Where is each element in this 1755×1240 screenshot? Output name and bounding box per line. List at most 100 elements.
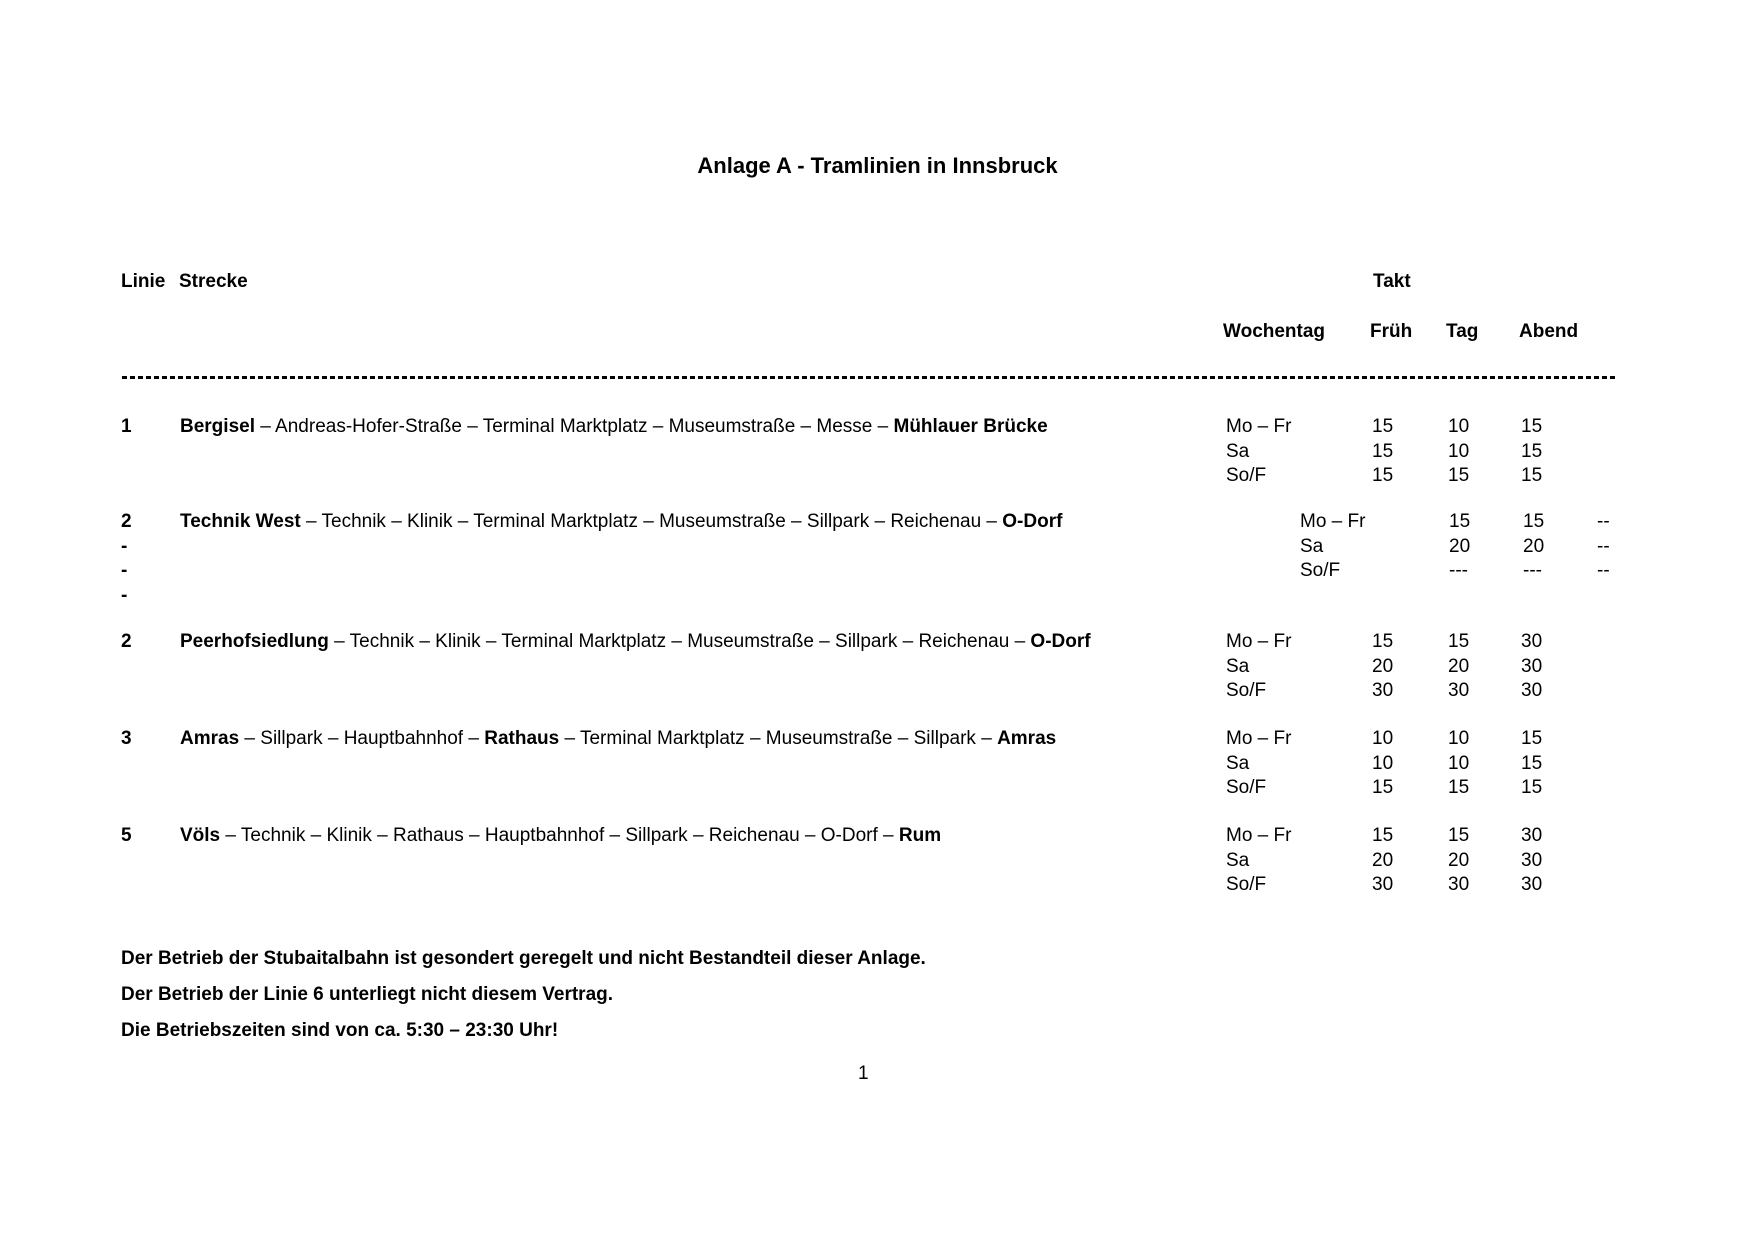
schedule-value: 15 (1448, 825, 1470, 846)
strecke-segment: – Andreas-Hofer-Straße – Terminal Marktp… (254, 416, 894, 437)
schedule-value: 15 (1448, 777, 1470, 798)
schedule-value: 15 (1372, 465, 1394, 486)
linie-dash: - (121, 536, 128, 557)
schedule-value: 10 (1448, 753, 1470, 774)
strecke-segment: O-Dorf (1030, 631, 1091, 652)
schedule-day: Sa (1226, 441, 1250, 462)
schedule-day: So/F (1226, 465, 1267, 486)
dashed-separator (122, 376, 1616, 379)
strecke-segment: Amras (180, 728, 240, 749)
strecke-segment: Bergisel (180, 416, 255, 437)
note-betriebszeiten: Die Betriebszeiten sind von ca. 5:30 – 2… (121, 1020, 559, 1041)
schedule-value: 30 (1521, 874, 1543, 895)
schedule-value: 20 (1372, 850, 1394, 871)
schedule-value: 30 (1521, 631, 1543, 652)
schedule-value: 15 (1372, 416, 1394, 437)
schedule-value: 15 (1449, 511, 1471, 532)
schedule-day: So/F (1226, 680, 1267, 701)
schedule-day: Mo – Fr (1226, 728, 1292, 749)
schedule-value: 15 (1372, 441, 1394, 462)
strecke-segment: O-Dorf (1002, 511, 1063, 532)
schedule-value: 30 (1372, 680, 1394, 701)
schedule-value: 15 (1521, 728, 1543, 749)
strecke-cell: Technik West – Technik – Klinik – Termin… (180, 510, 1062, 534)
note-linie6: Der Betrieb der Linie 6 unterliegt nicht… (121, 984, 614, 1005)
linie-cell: 2 (121, 631, 132, 652)
schedule-day: Mo – Fr (1300, 511, 1366, 532)
strecke-segment: – Technik – Klinik – Rathaus – Hauptbahn… (220, 825, 899, 846)
schedule-value: 15 (1521, 416, 1543, 437)
schedule-value: 20 (1448, 656, 1470, 677)
strecke-segment: – Terminal Marktplatz – Museumstraße – S… (559, 728, 998, 749)
strecke-cell: Amras – Sillpark – Hauptbahnhof – Rathau… (180, 727, 1056, 751)
column-header-tag: Tag (1446, 321, 1479, 342)
schedule-value: 15 (1521, 777, 1543, 798)
schedule-value: 15 (1372, 825, 1394, 846)
schedule-value: 20 (1449, 536, 1471, 557)
schedule-day: Mo – Fr (1226, 416, 1292, 437)
schedule-value: 15 (1523, 511, 1545, 532)
strecke-segment: – Sillpark – Hauptbahnhof – (239, 728, 485, 749)
schedule-value: 20 (1372, 656, 1394, 677)
schedule-value: 15 (1521, 465, 1543, 486)
page-number: 1 (858, 1063, 869, 1084)
schedule-value: 20 (1448, 850, 1470, 871)
column-header-abend: Abend (1519, 321, 1579, 342)
linie-dash: - (121, 585, 128, 606)
schedule-value: 30 (1448, 680, 1470, 701)
strecke-segment: – Technik – Klinik – Terminal Marktplatz… (328, 631, 1031, 652)
strecke-segment: Amras (997, 728, 1057, 749)
note-stubaitalbahn: Der Betrieb der Stubaitalbahn ist gesond… (121, 948, 926, 969)
column-header-strecke: Strecke (179, 271, 248, 292)
schedule-value: 30 (1521, 656, 1543, 677)
schedule-value: 10 (1448, 728, 1470, 749)
schedule-day: Sa (1226, 656, 1250, 677)
strecke-cell: Völs – Technik – Klinik – Rathaus – Haup… (180, 824, 941, 848)
schedule-value: 30 (1448, 874, 1470, 895)
strecke-segment: Völs (180, 825, 221, 846)
schedule-value: 15 (1521, 753, 1543, 774)
schedule-value: 30 (1521, 680, 1543, 701)
linie-cell: 5 (121, 825, 132, 846)
linie-dash: - (121, 560, 128, 581)
schedule-day: Sa (1226, 753, 1250, 774)
schedule-value: --- (1449, 560, 1468, 581)
strecke-segment: Mühlauer Brücke (893, 416, 1048, 437)
schedule-value: 15 (1372, 631, 1394, 652)
schedule-day: Sa (1226, 850, 1250, 871)
strecke-segment: Peerhofsiedlung (180, 631, 329, 652)
schedule-value: -- (1597, 560, 1610, 581)
page-title: Anlage A - Tramlinien in Innsbruck (697, 153, 1058, 178)
column-header-takt: Takt (1373, 271, 1411, 292)
linie-cell: 2 (121, 511, 132, 532)
schedule-day: So/F (1300, 560, 1341, 581)
schedule-value: --- (1523, 560, 1542, 581)
strecke-cell: Bergisel – Andreas-Hofer-Straße – Termin… (180, 415, 1048, 439)
schedule-value: 10 (1372, 753, 1394, 774)
schedule-day: So/F (1226, 777, 1267, 798)
schedule-day: Mo – Fr (1226, 825, 1292, 846)
column-header-linie: Linie (121, 271, 166, 292)
schedule-value: 15 (1372, 777, 1394, 798)
schedule-value: 30 (1372, 874, 1394, 895)
schedule-day: Sa (1300, 536, 1324, 557)
column-header-frueh: Früh (1370, 321, 1413, 342)
schedule-value: 30 (1521, 825, 1543, 846)
schedule-day: So/F (1226, 874, 1267, 895)
schedule-value: 15 (1448, 631, 1470, 652)
column-header-wochentag: Wochentag (1223, 321, 1326, 342)
schedule-value: -- (1597, 536, 1610, 557)
linie-cell: 1 (121, 416, 132, 437)
schedule-value: 10 (1448, 416, 1470, 437)
strecke-segment: Rum (898, 825, 942, 846)
schedule-value: -- (1597, 511, 1610, 532)
strecke-segment: – Technik – Klinik – Terminal Marktplatz… (300, 511, 1003, 532)
strecke-cell: Peerhofsiedlung – Technik – Klinik – Ter… (180, 630, 1091, 654)
schedule-value: 15 (1521, 441, 1543, 462)
strecke-segment: Technik West (180, 511, 301, 532)
schedule-value: 30 (1521, 850, 1543, 871)
linie-cell: 3 (121, 728, 132, 749)
schedule-value: 10 (1448, 441, 1470, 462)
schedule-value: 20 (1523, 536, 1545, 557)
